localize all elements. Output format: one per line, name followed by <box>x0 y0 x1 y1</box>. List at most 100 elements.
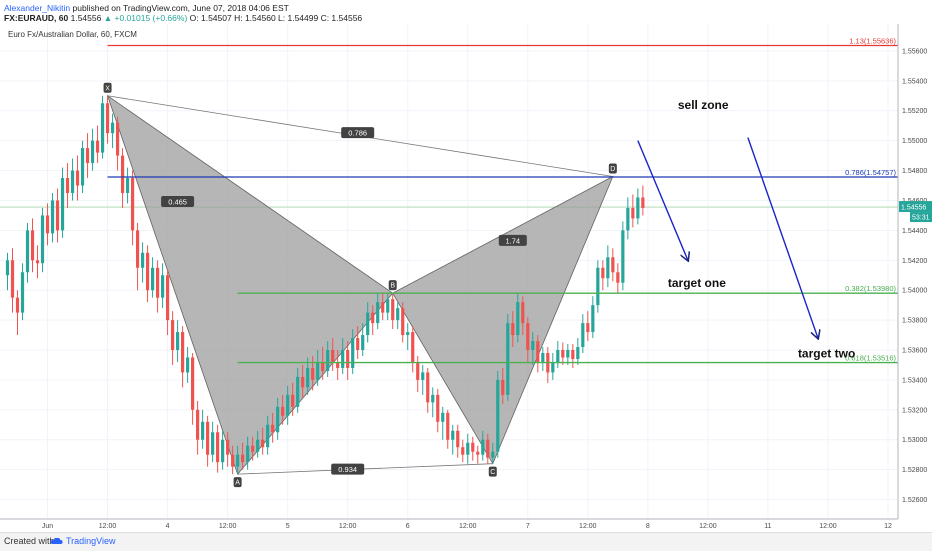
candle <box>401 302 405 343</box>
publish-line: Alexander_Nikitin published on TradingVi… <box>4 3 289 13</box>
ratio-label: 0.465 <box>168 197 187 206</box>
candle-body <box>371 312 375 324</box>
ratio-label: 0.934 <box>338 465 357 474</box>
candle-body <box>201 421 205 440</box>
candle <box>606 245 610 288</box>
candle-body <box>611 257 615 273</box>
candle <box>85 133 90 179</box>
candle <box>311 355 315 391</box>
candle-body <box>281 406 285 416</box>
candle <box>341 338 345 374</box>
candle-body <box>100 103 105 153</box>
candle <box>426 367 430 413</box>
candle <box>291 382 295 416</box>
candle-body <box>406 332 410 336</box>
candle <box>641 185 645 216</box>
symbol-line: FX:EURAUD, 60 1.54556 ▲ +0.01015 (+0.66%… <box>4 13 362 23</box>
candle <box>631 194 635 228</box>
candle-body <box>596 267 600 306</box>
candle <box>145 245 150 303</box>
candle-body <box>316 361 320 380</box>
ohlc-values: O: 1.54507 H: 1.54560 L: 1.54499 C: 1.54… <box>189 13 363 23</box>
candle-body <box>175 332 180 351</box>
candle <box>236 445 240 475</box>
candle-body <box>5 260 10 276</box>
price-tick-label: 1.54000 <box>902 288 927 295</box>
candle <box>411 326 415 373</box>
candle <box>30 218 35 273</box>
candle-body <box>321 361 325 371</box>
candle <box>216 424 220 473</box>
candle <box>336 350 340 380</box>
author-link[interactable]: Alexander_Nikitin <box>4 3 71 13</box>
candle-body <box>75 170 80 186</box>
candle-body <box>90 140 95 164</box>
candle-body <box>60 178 65 231</box>
candle <box>471 436 475 461</box>
candle-body <box>55 200 60 231</box>
candle <box>421 364 425 395</box>
time-tick-label: 12:00 <box>819 523 837 530</box>
candle <box>621 221 625 291</box>
candle <box>626 197 630 240</box>
candle-body <box>125 178 130 193</box>
candle <box>591 296 595 339</box>
price-tick-label: 1.53400 <box>902 377 927 384</box>
time-tick-label: 8 <box>646 523 650 530</box>
candle <box>346 341 350 380</box>
pattern-point-label: D <box>610 166 615 173</box>
candle-body <box>206 421 210 455</box>
candle <box>611 248 615 282</box>
candle-body <box>336 361 340 368</box>
cloud-icon <box>50 538 63 544</box>
candle <box>80 140 85 193</box>
candle <box>20 263 25 321</box>
candle-body <box>70 170 75 193</box>
candle-body <box>110 122 115 134</box>
candle <box>155 260 160 313</box>
candle-body <box>65 178 70 193</box>
candle <box>181 326 185 388</box>
candle-body <box>506 323 510 395</box>
candle-body <box>105 103 110 134</box>
price-change: ▲ +0.01015 (+0.66%) <box>103 13 188 23</box>
candle-body <box>536 341 540 362</box>
candle-body <box>266 424 270 448</box>
candle-body <box>581 323 585 348</box>
candle <box>60 167 65 238</box>
candle <box>206 415 210 467</box>
candle <box>286 385 290 425</box>
candle-body <box>641 197 645 208</box>
candle-body <box>616 272 620 283</box>
candle <box>201 409 205 449</box>
time-tick-label: 5 <box>286 523 290 530</box>
candle-body <box>80 148 85 186</box>
candle <box>5 252 10 291</box>
candle <box>150 257 155 298</box>
candle <box>516 293 520 343</box>
candle <box>571 344 575 368</box>
candle-body <box>276 406 280 433</box>
candle-body <box>251 445 255 452</box>
price-tick-label: 1.54200 <box>902 258 927 265</box>
candle-body <box>476 451 480 455</box>
tradingview-link[interactable]: TradingView <box>66 536 116 546</box>
candle <box>321 347 325 380</box>
candle <box>441 406 445 440</box>
candle-body <box>155 267 160 298</box>
pattern-point-badge <box>388 280 397 291</box>
candle-body <box>481 439 485 455</box>
candle <box>251 436 255 461</box>
current-price-label: 1.54556 <box>901 205 926 212</box>
candle-body <box>45 215 50 234</box>
candle <box>451 424 455 455</box>
pattern-point-label: B <box>390 283 395 290</box>
candle <box>40 207 45 273</box>
candle-body <box>426 372 430 403</box>
price-tick-label: 1.55600 <box>902 48 927 55</box>
candle <box>581 314 585 354</box>
created-with-text: Created with <box>4 536 55 546</box>
price-chart[interactable]: Euro Fx/Australian Dollar, 60, FXCM 1.13(… <box>0 24 932 532</box>
price-tick-label: 1.54400 <box>902 228 927 235</box>
level-label: 1.13(1.55636) <box>849 37 896 46</box>
